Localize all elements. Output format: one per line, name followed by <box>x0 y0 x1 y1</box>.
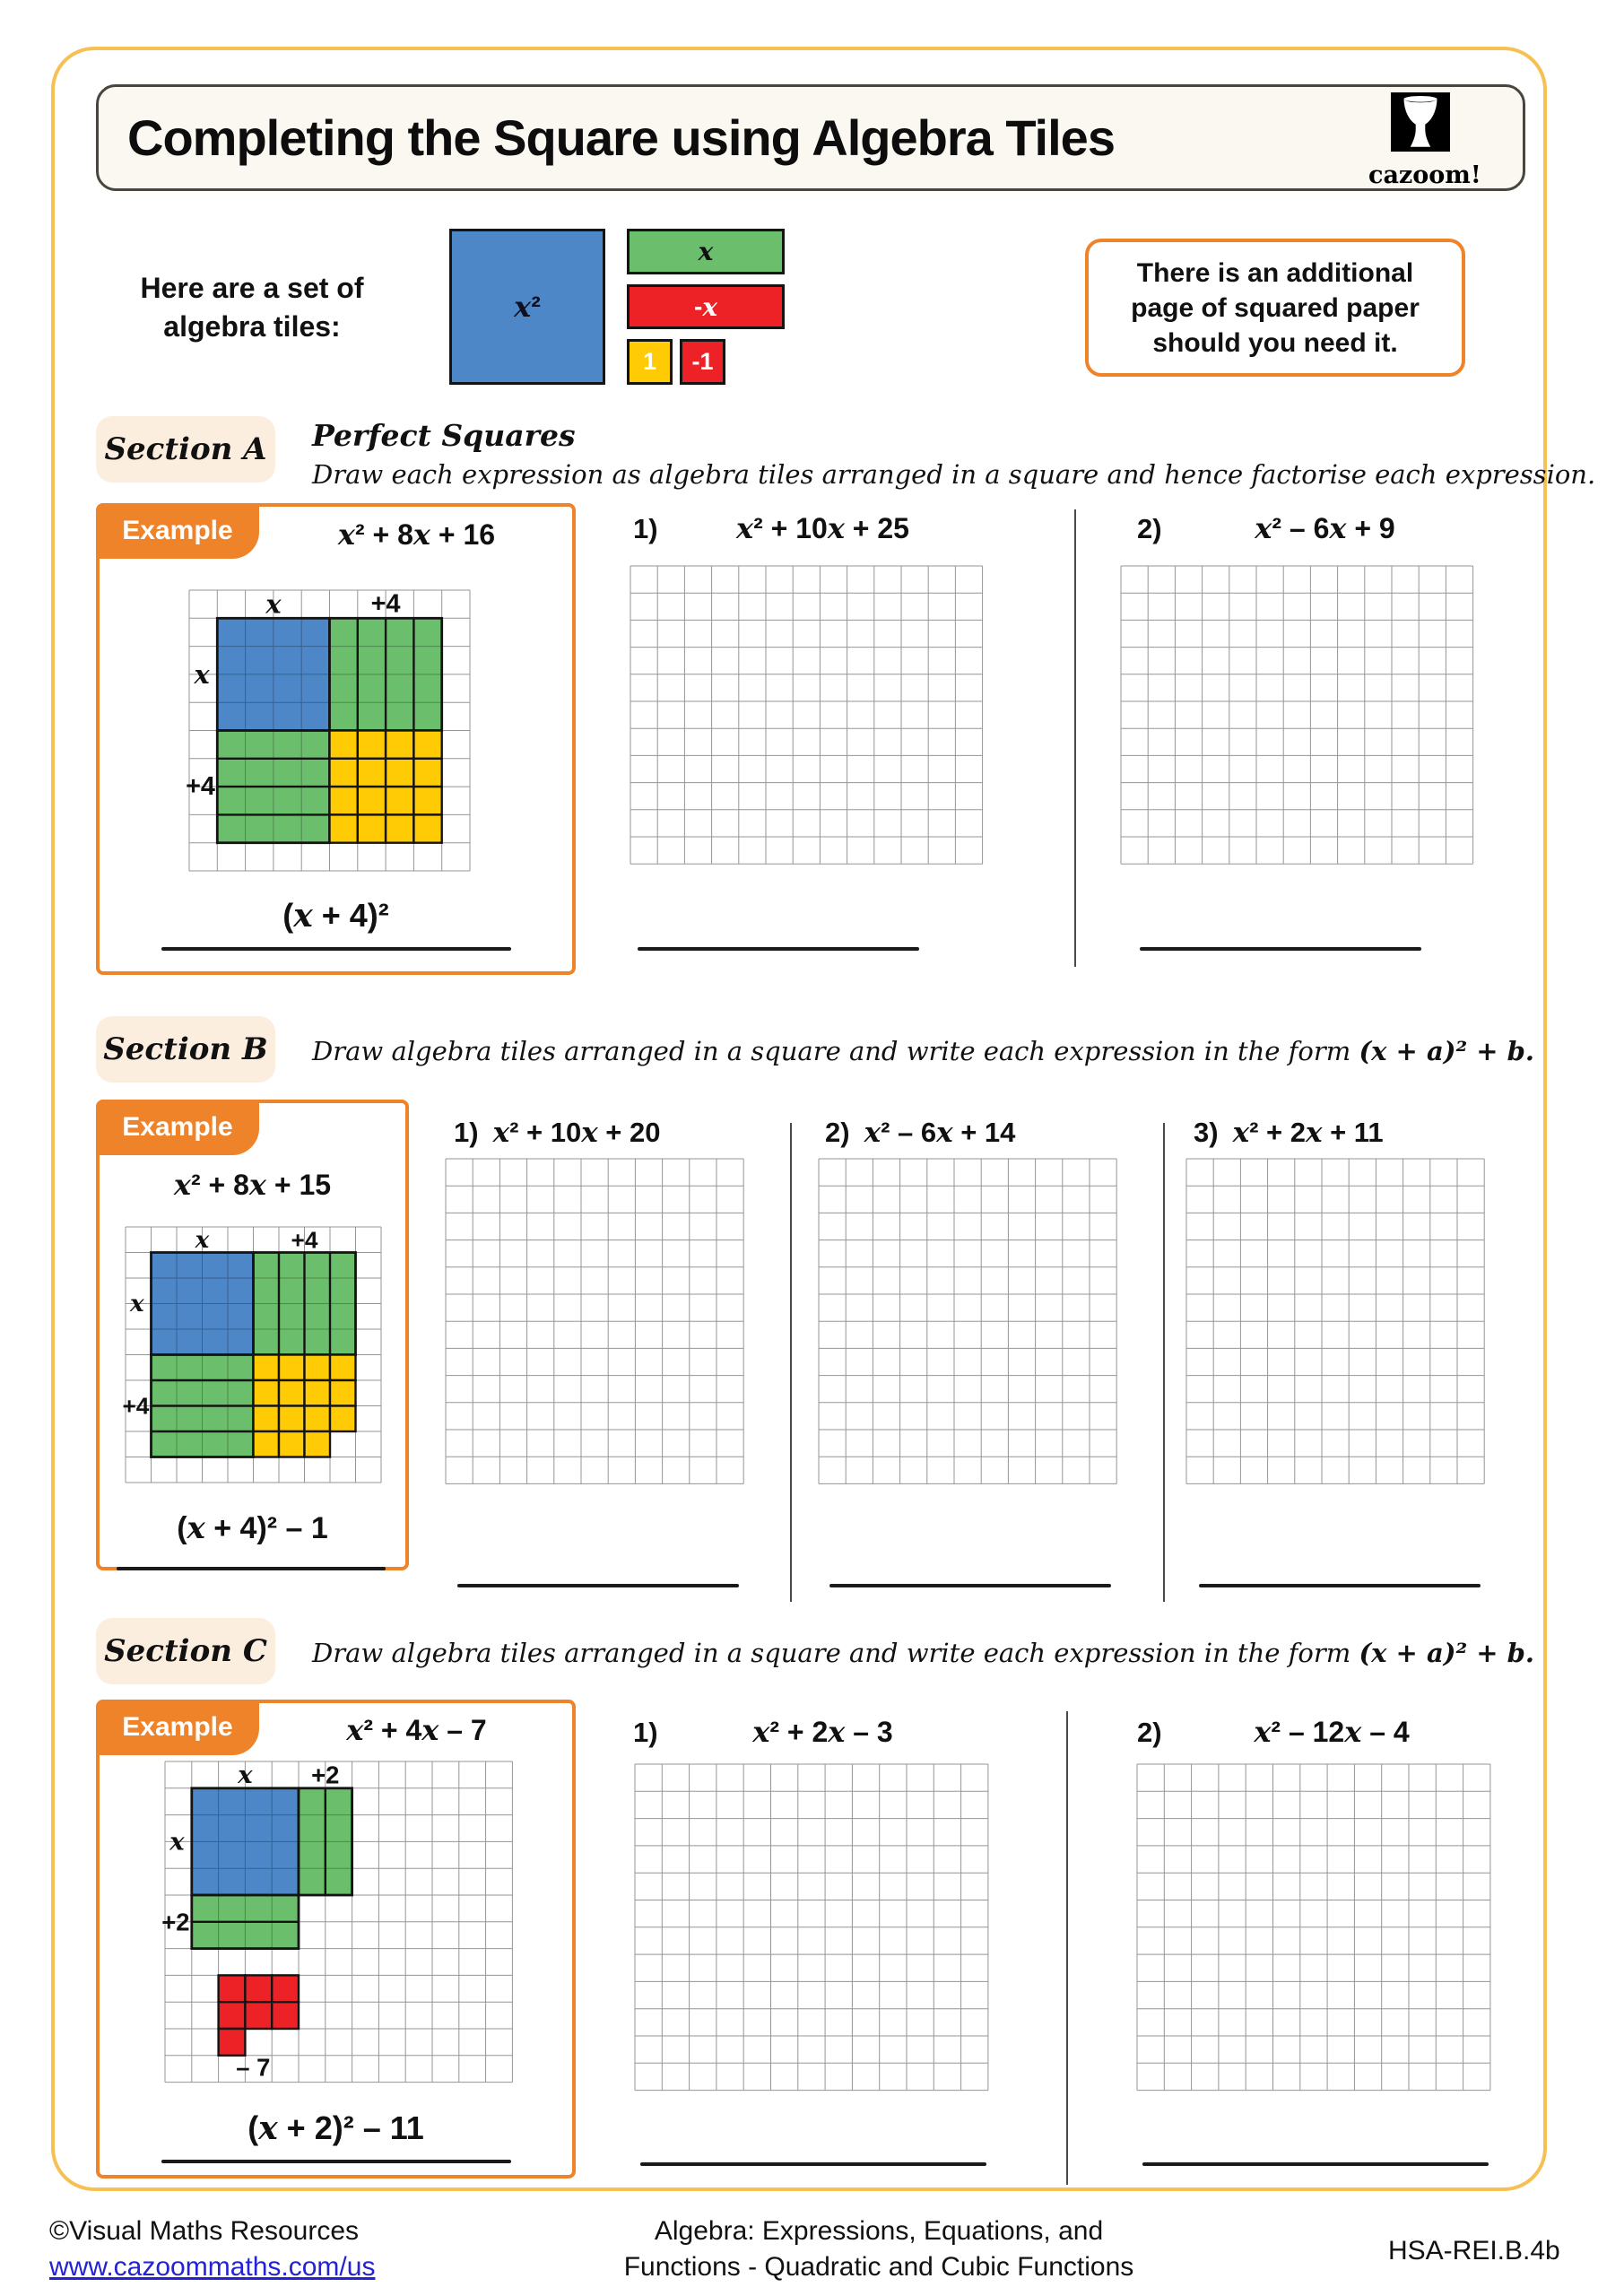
example-b-expression: x² + 8x + 15 <box>173 1168 332 1202</box>
question-c1-expression: x² + 2x – 3 <box>752 1715 893 1749</box>
question-a1-number: 1) <box>633 513 658 544</box>
section-a-instruction: Draw each expression as algebra tiles ar… <box>312 459 1596 490</box>
question-a2-expression: x² – 6x + 9 <box>1255 511 1395 545</box>
example-a-diagram: x +4 x +4 <box>186 589 473 874</box>
section-c-example-box: Example <box>96 1700 576 2179</box>
squared-paper-note: There is an additional page of squared p… <box>1085 239 1465 377</box>
footer-url-link[interactable]: www.cazoommaths.com/us <box>49 2251 376 2282</box>
svg-text:x: x <box>237 1761 253 1789</box>
question-c2-grid <box>1136 1763 1494 2093</box>
question-a2-grid <box>1120 565 1477 866</box>
question-a1-answer-line <box>638 947 919 951</box>
question-b3-expression: x² + 2x + 11 <box>1232 1117 1384 1149</box>
question-a1-expression: x² + 10x + 25 <box>736 511 909 545</box>
question-b2-expression: x² – 6x + 14 <box>864 1117 1016 1149</box>
question-b2-grid <box>818 1158 1120 1486</box>
question-b2-answer-line <box>829 1584 1111 1587</box>
example-c-answer: (x + 2)² – 11 <box>248 2109 424 2147</box>
question-b1-grid <box>445 1158 747 1486</box>
question-c2-answer-line <box>1142 2162 1489 2166</box>
example-tab-b: Example <box>96 1100 259 1155</box>
question-b1-number: 1) <box>454 1117 479 1148</box>
example-c-diagram: x +2 x +2 – 7 <box>161 1761 516 2085</box>
question-b3-answer-line <box>1199 1584 1481 1587</box>
unit-tile: 1 <box>627 339 673 385</box>
svg-text:+4: +4 <box>291 1226 318 1253</box>
question-b1-header: 1) x² + 10x + 20 <box>454 1117 661 1149</box>
question-c2-number: 2) <box>1137 1717 1162 1748</box>
svg-text:+4: +4 <box>371 590 401 619</box>
neg-x-tile: -x <box>627 284 785 329</box>
x-tile: x <box>627 229 785 274</box>
svg-text:+2: +2 <box>161 1908 189 1935</box>
section-a-example-box: Example <box>96 503 576 975</box>
example-a-expression: x² + 8x + 16 <box>337 517 496 552</box>
section-a-label: Section A <box>96 416 275 483</box>
section-b-label: Section B <box>96 1016 275 1083</box>
footer-copyright: ©Visual Maths Resources <box>49 2216 360 2246</box>
section-b-divider-2 <box>1163 1123 1165 1602</box>
example-tab-a: Example <box>96 503 259 559</box>
svg-text:+2: +2 <box>311 1761 339 1788</box>
example-b-answer-line <box>117 1567 386 1570</box>
question-b2-header: 2) x² – 6x + 14 <box>825 1117 1015 1149</box>
example-b-diagram: x +4 x +4 <box>122 1226 385 1485</box>
svg-text:+4: +4 <box>186 772 215 801</box>
footer-left: ©Visual Maths Resources www.cazoommaths.… <box>49 2213 375 2284</box>
svg-text:x: x <box>193 659 210 690</box>
question-c2-expression: x² – 12x – 4 <box>1254 1715 1410 1749</box>
cazoom-logo: cazoom! <box>1368 92 1481 189</box>
drum-icon <box>1391 92 1450 152</box>
section-b-example-box: Example <box>96 1100 409 1570</box>
question-c1-grid <box>634 1763 992 2093</box>
example-b-answer: (x + 4)² – 1 <box>177 1510 328 1546</box>
svg-text:x: x <box>129 1290 144 1318</box>
example-c-answer-line <box>161 2160 511 2163</box>
footer-center: Algebra: Expressions, Equations, and Fun… <box>623 2216 1134 2282</box>
section-a-divider <box>1074 509 1076 967</box>
svg-text:+4: +4 <box>122 1393 149 1420</box>
section-a-subtitle: Perfect Squares <box>312 418 576 453</box>
question-b3-header: 3) x² + 2x + 11 <box>1194 1117 1384 1149</box>
svg-text:x: x <box>195 1226 210 1254</box>
question-b1-answer-line <box>457 1584 739 1587</box>
neg-unit-tile: -1 <box>680 339 725 385</box>
logo-text: cazoom! <box>1368 161 1481 189</box>
section-b-divider-1 <box>790 1123 792 1602</box>
intro-lead: Here are a set of algebra tiles: <box>140 272 364 344</box>
question-a2-number: 2) <box>1137 513 1162 544</box>
example-c-expression: x² + 4x – 7 <box>346 1713 487 1747</box>
svg-text:– 7: – 7 <box>236 2054 270 2082</box>
question-a2-answer-line <box>1140 947 1421 951</box>
title-box: Completing the Square using Algebra Tile… <box>96 84 1525 191</box>
example-tab-c: Example <box>96 1700 259 1755</box>
section-c-label: Section C <box>96 1618 275 1684</box>
page-title: Completing the Square using Algebra Tile… <box>127 109 1116 166</box>
question-b3-number: 3) <box>1194 1117 1219 1148</box>
section-c-instruction: Draw algebra tiles arranged in a square … <box>312 1638 1535 1668</box>
section-b-form: (x + a)² + b. <box>1359 1036 1535 1066</box>
question-b3-grid <box>1185 1158 1488 1486</box>
question-b2-number: 2) <box>825 1117 850 1148</box>
svg-text:x: x <box>169 1827 185 1856</box>
question-c1-answer-line <box>640 2162 986 2166</box>
footer-standard-code: HSA-REI.B.4b <box>1388 2236 1560 2266</box>
example-a-answer: (x + 4)² <box>282 897 389 935</box>
section-c-divider <box>1066 1711 1068 2185</box>
example-a-answer-line <box>161 947 511 951</box>
page-border <box>51 47 1547 2191</box>
section-c-form: (x + a)² + b. <box>1359 1638 1535 1668</box>
question-b1-expression: x² + 10x + 20 <box>492 1117 661 1149</box>
svg-text:x: x <box>265 589 282 620</box>
section-b-instruction: Draw algebra tiles arranged in a square … <box>312 1036 1535 1066</box>
question-c1-number: 1) <box>633 1717 658 1748</box>
question-a1-grid <box>630 565 986 866</box>
